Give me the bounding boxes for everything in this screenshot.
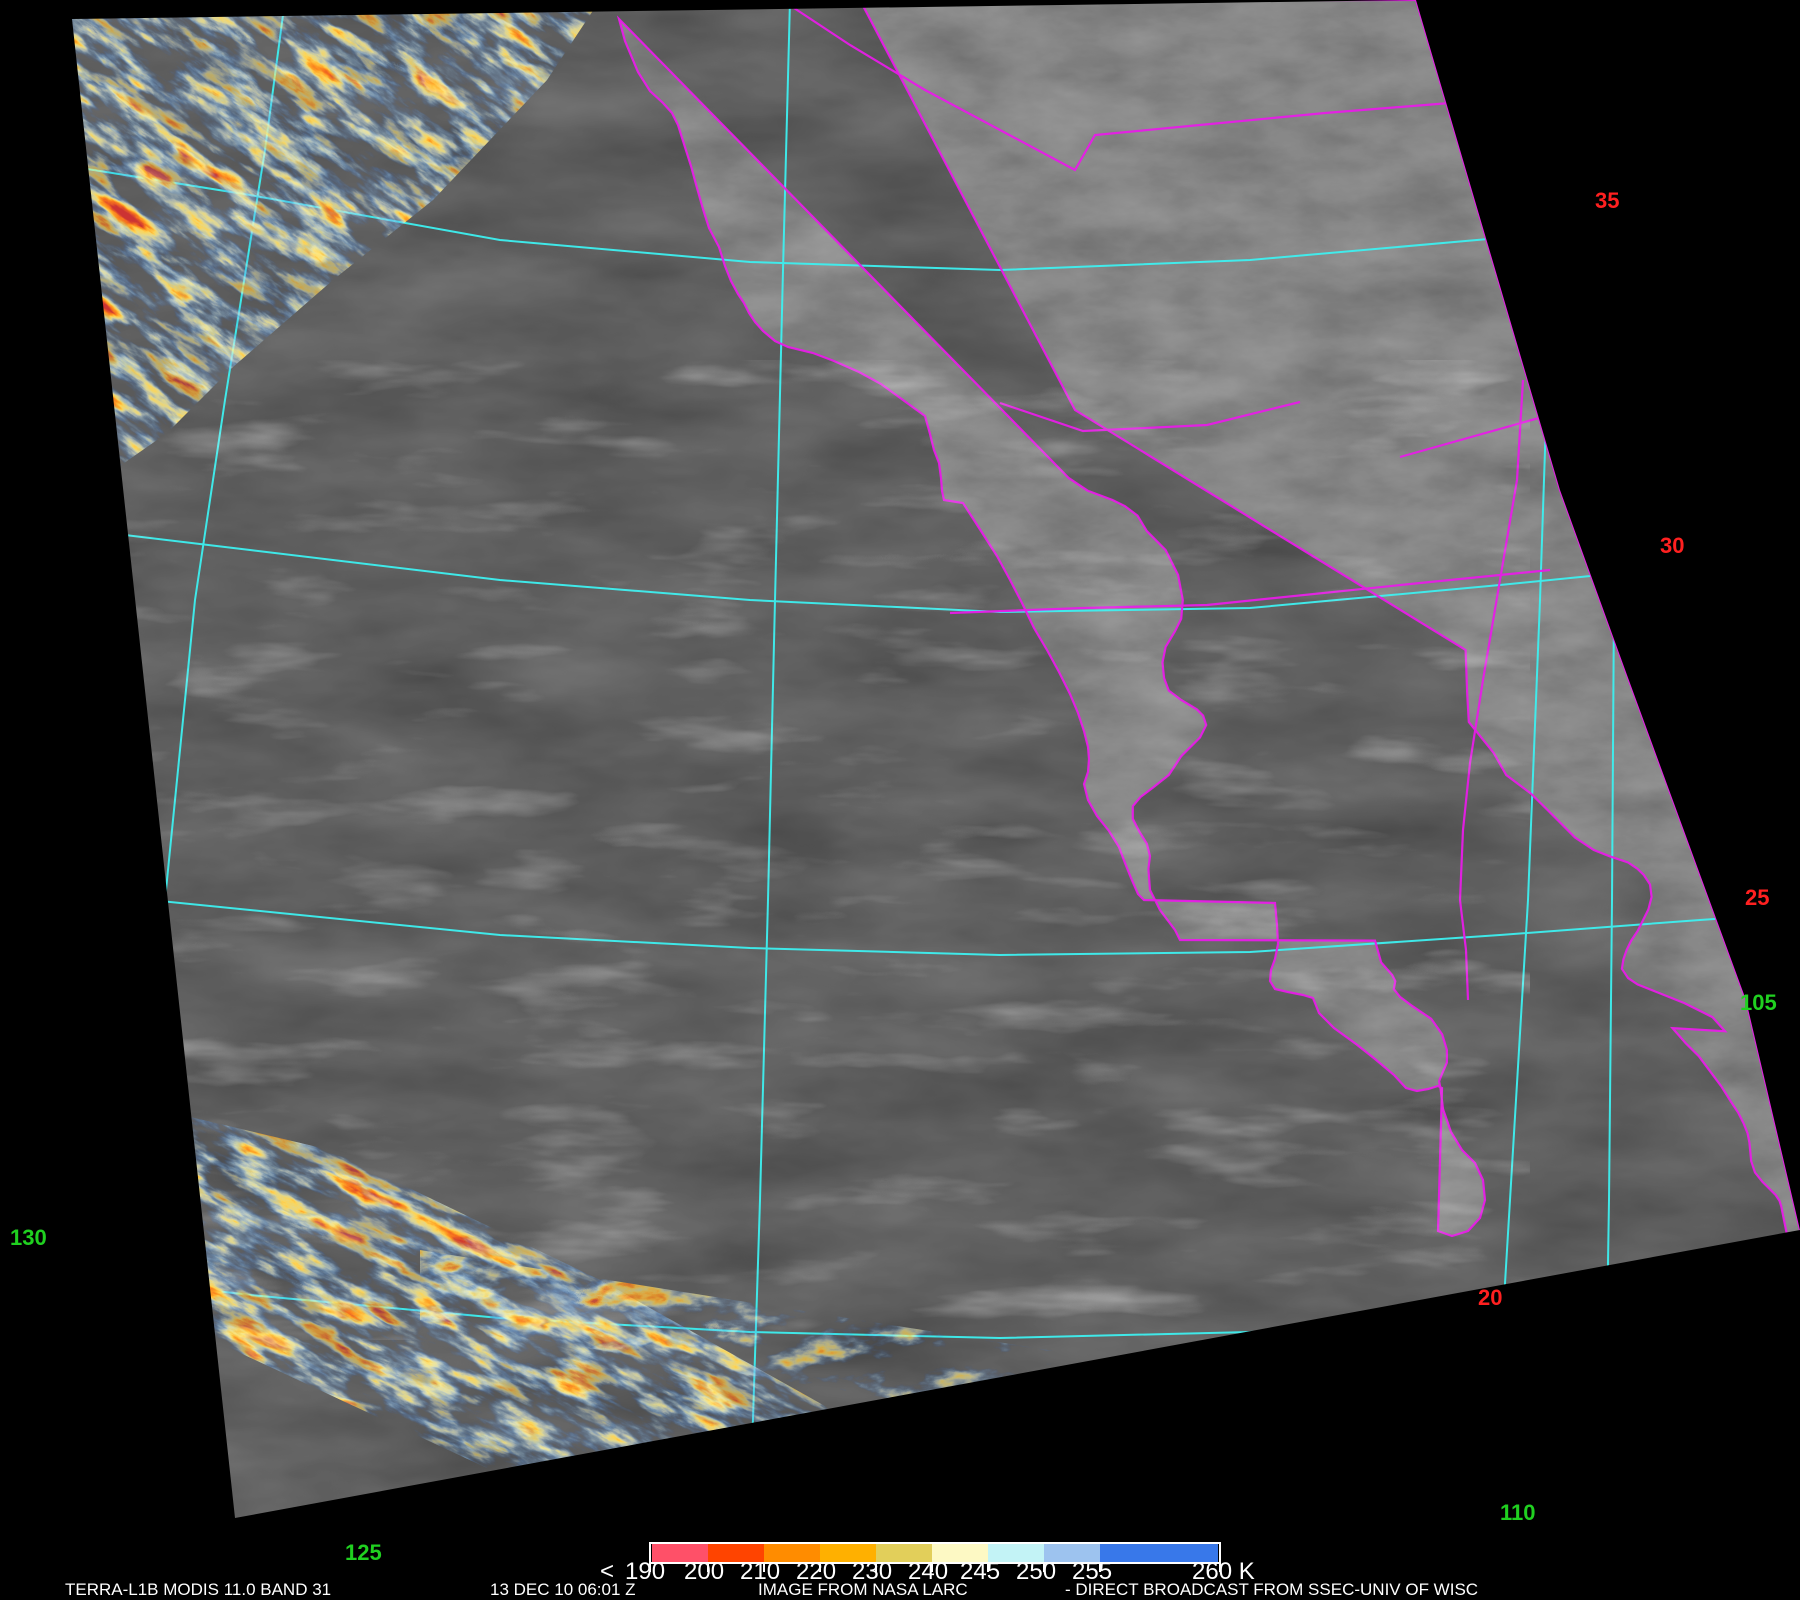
svg-text:130: 130 <box>10 1225 47 1250</box>
svg-text:110: 110 <box>1500 1500 1536 1525</box>
svg-text:125: 125 <box>345 1540 382 1565</box>
svg-text:25: 25 <box>1745 885 1769 910</box>
svg-text:20: 20 <box>1478 1285 1502 1310</box>
svg-text:- DIRECT BROADCAST FROM SSEC-U: - DIRECT BROADCAST FROM SSEC-UNIV OF WIS… <box>1065 1580 1478 1599</box>
svg-text:13 DEC 10 06:01 Z: 13 DEC 10 06:01 Z <box>490 1580 636 1599</box>
svg-text:TERRA-L1B MODIS 11.0 BAND 31: TERRA-L1B MODIS 11.0 BAND 31 <box>65 1580 331 1599</box>
svg-text:30: 30 <box>1660 533 1684 558</box>
svg-text:IMAGE FROM NASA LARC: IMAGE FROM NASA LARC <box>758 1580 968 1599</box>
svg-text:200: 200 <box>684 1558 724 1585</box>
svg-text:105: 105 <box>1740 990 1777 1015</box>
svg-text:250: 250 <box>1016 1558 1056 1585</box>
svg-text:35: 35 <box>1595 188 1619 213</box>
